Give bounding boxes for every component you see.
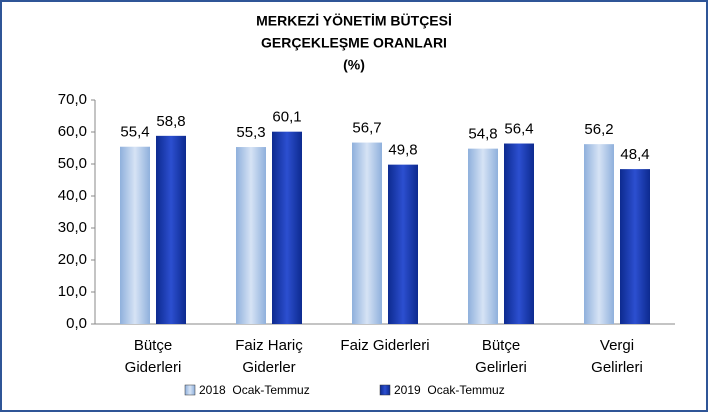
- y-tick-label: 30,0: [58, 219, 87, 236]
- bar: [584, 144, 614, 324]
- legend-label: 2019 Ocak-Temmuz: [394, 383, 505, 397]
- data-label: 55,3: [236, 124, 265, 141]
- chart-title: MERKEZİ YÖNETİM BÜTÇESİ: [256, 13, 452, 29]
- data-label: 56,4: [504, 120, 533, 137]
- x-tick-label: Gelirleri: [475, 359, 527, 376]
- data-label: 48,4: [620, 146, 649, 163]
- x-tick-label: Giderler: [242, 359, 295, 376]
- data-label: 49,8: [388, 142, 417, 159]
- legend-swatch: [379, 384, 391, 396]
- x-tick-label: Giderleri: [125, 359, 182, 376]
- chart-title: (%): [343, 57, 365, 73]
- data-label: 56,7: [352, 120, 381, 137]
- x-tick-label: Vergi: [600, 337, 634, 354]
- x-tick-label: Bütçe: [134, 337, 172, 354]
- data-label: 58,8: [156, 113, 185, 130]
- legend-label: 2018 Ocak-Temmuz: [199, 383, 310, 397]
- bar: [388, 164, 418, 324]
- data-label: 54,8: [468, 126, 497, 143]
- y-tick-label: 0,0: [66, 315, 87, 332]
- x-tick-label: Bütçe: [482, 337, 520, 354]
- data-label: 60,1: [272, 109, 301, 126]
- x-tick-label: Faiz Giderleri: [340, 337, 429, 354]
- chart-title: GERÇEKLEŞME ORANLARI: [261, 35, 447, 51]
- y-tick-label: 10,0: [58, 283, 87, 300]
- bar: [156, 135, 186, 324]
- y-tick-label: 70,0: [58, 91, 87, 108]
- x-tick-label: Gelirleri: [591, 359, 643, 376]
- bar: [120, 146, 150, 324]
- bar: [468, 148, 498, 324]
- legend-swatch: [184, 384, 196, 396]
- bar: [504, 143, 534, 324]
- data-label: 55,4: [120, 124, 149, 141]
- y-tick-label: 20,0: [58, 251, 87, 268]
- data-label: 56,2: [584, 121, 613, 138]
- x-tick-label: Faiz Hariç: [235, 337, 303, 354]
- y-tick-label: 40,0: [58, 187, 87, 204]
- bar: [272, 131, 302, 324]
- bar: [620, 169, 650, 324]
- y-tick-label: 60,0: [58, 123, 87, 140]
- y-tick-label: 50,0: [58, 155, 87, 172]
- bar: [352, 142, 382, 324]
- bar: [236, 147, 266, 324]
